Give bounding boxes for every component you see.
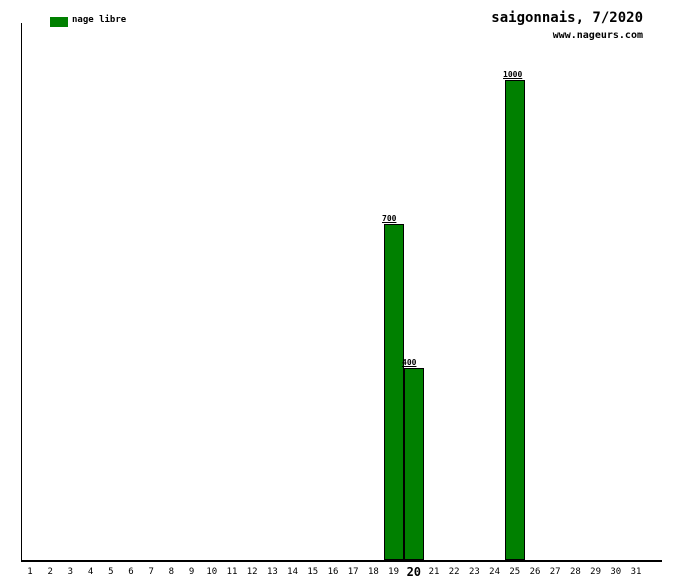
x-tick-label-1: 1 (27, 567, 33, 577)
bar-value-label-day-19[interactable]: 700 (382, 214, 397, 223)
chart-title: saigonnais, 7/2020 (491, 10, 643, 26)
x-tick-label-4: 4 (87, 567, 94, 577)
y-axis-line (21, 23, 22, 561)
x-tick-label-22: 22 (448, 567, 460, 577)
x-tick-label-8: 8 (168, 567, 175, 577)
legend-swatch-nage-libre (50, 17, 68, 27)
bar-day-20 (404, 368, 424, 560)
x-tick-label-11: 11 (226, 567, 238, 577)
bar-value-label-day-20[interactable]: 400 (402, 358, 417, 367)
x-tick-label-12: 12 (246, 567, 258, 577)
x-tick-label-19: 19 (388, 567, 400, 577)
x-tick-label-25: 25 (509, 567, 521, 577)
x-tick-label-7: 7 (148, 567, 154, 577)
x-tick-label-18: 18 (367, 567, 379, 577)
bar-day-19 (384, 224, 404, 560)
x-tick-label-6: 6 (128, 567, 134, 577)
x-tick-label-20: 20 (406, 565, 422, 579)
bar-value-label-day-25[interactable]: 1000 (503, 70, 523, 79)
x-tick-label-10: 10 (206, 567, 218, 577)
x-tick-label-23: 23 (468, 567, 480, 577)
legend-label: nage libre (72, 15, 127, 25)
title-block: saigonnais, 7/2020 www.nageurs.com (491, 10, 643, 41)
x-tick-label-5: 5 (108, 567, 114, 577)
x-tick-label-27: 27 (549, 567, 561, 577)
x-tick-label-2: 2 (47, 567, 53, 577)
x-axis-line (21, 560, 662, 562)
x-tick-label-14: 14 (287, 567, 299, 577)
x-tick-label-3: 3 (67, 567, 74, 577)
x-tick-label-15: 15 (307, 567, 319, 577)
x-tick-label-26: 26 (529, 567, 541, 577)
x-tick-label-24: 24 (489, 567, 501, 577)
x-tick-label-21: 21 (428, 567, 440, 577)
x-tick-label-30: 30 (610, 567, 622, 577)
bar-day-25 (505, 80, 525, 560)
x-tick-label-16: 16 (327, 567, 339, 577)
x-tick-label-13: 13 (266, 567, 278, 577)
x-tick-label-9: 9 (188, 567, 195, 577)
x-tick-label-17: 17 (347, 567, 359, 577)
x-tick-label-28: 28 (569, 567, 581, 577)
x-tick-label-31: 31 (630, 567, 642, 577)
x-tick-label-29: 29 (590, 567, 602, 577)
site-url-link[interactable]: www.nageurs.com (552, 30, 643, 41)
